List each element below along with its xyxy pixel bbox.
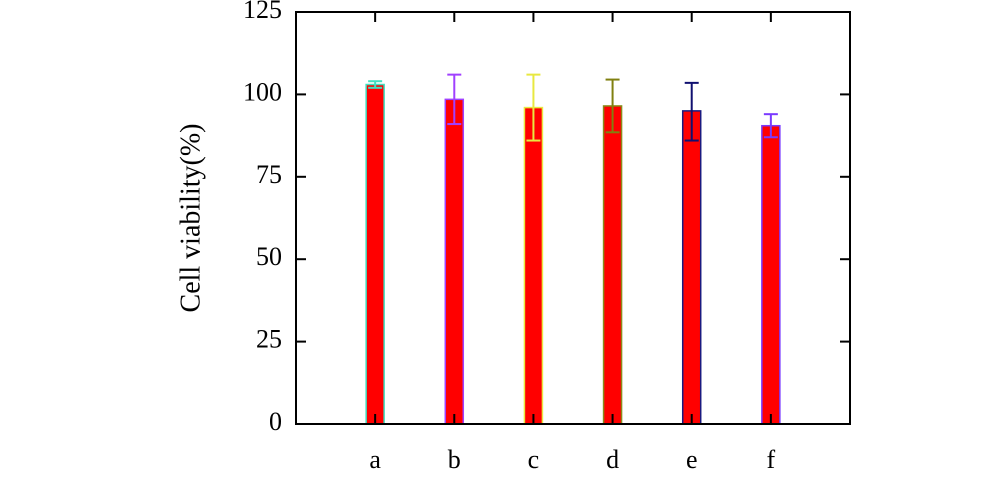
y-tick-label: 125 (243, 0, 282, 24)
x-tick-label-d: d (606, 445, 619, 474)
bar-e (681, 110, 702, 425)
x-axis: a b c d e f (369, 12, 776, 474)
x-tick-label-b: b (448, 445, 461, 474)
bar-a (365, 83, 385, 425)
bar-f (761, 124, 781, 425)
chart-marks (365, 73, 781, 425)
y-axis: 0 25 50 75 100 125 (243, 0, 850, 436)
plot-frame (295, 11, 851, 425)
x-tick-label-a: a (369, 445, 381, 474)
x-tick-label-c: c (528, 445, 540, 474)
y-tick-label: 25 (256, 325, 282, 354)
y-tick-label: 75 (256, 160, 282, 189)
bar-d (602, 105, 623, 425)
y-tick-label: 50 (256, 242, 282, 271)
x-tick-label-e: e (686, 445, 698, 474)
bar-b (444, 98, 465, 425)
bar-c (523, 106, 544, 425)
x-tick-label-f: f (767, 445, 776, 474)
y-axis-title: Cell viability(%) (175, 124, 206, 313)
y-tick-label: 100 (243, 77, 282, 106)
y-tick-label: 0 (269, 407, 282, 436)
